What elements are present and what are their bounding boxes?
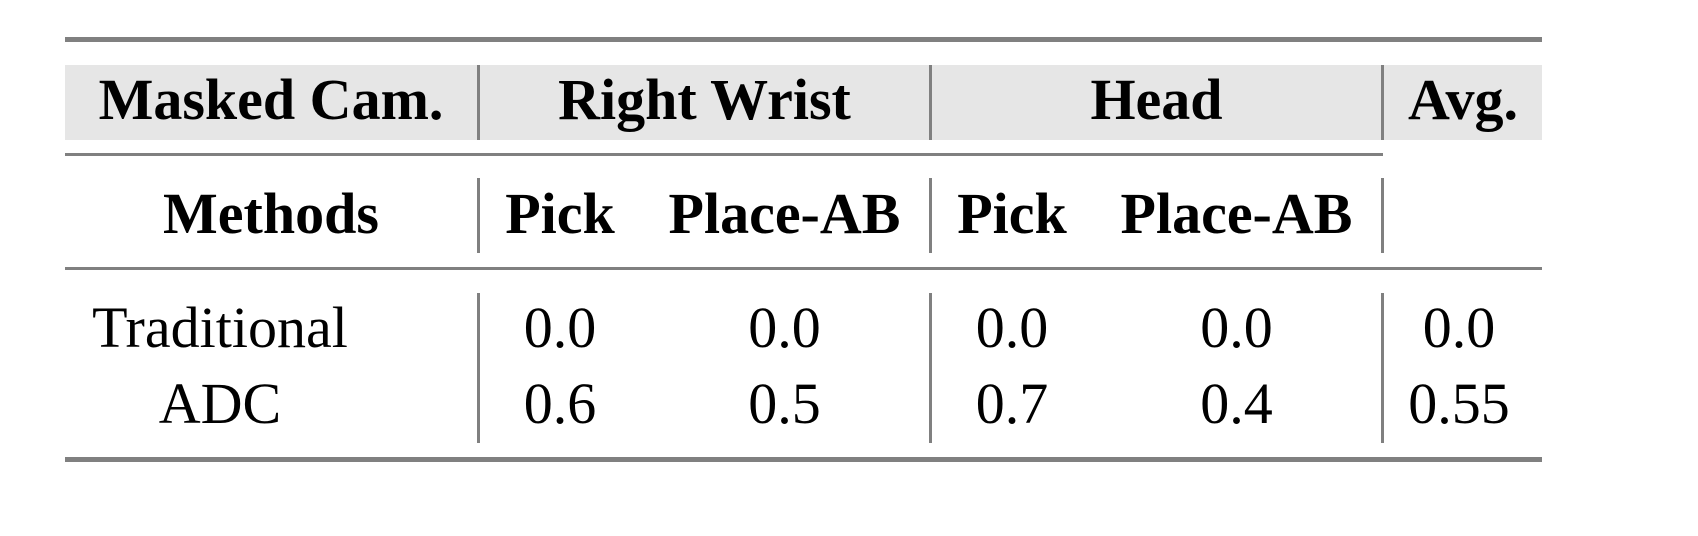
value-cell: 0.0: [1200, 295, 1273, 360]
method-name: ADC: [158, 371, 282, 436]
divider: [929, 293, 932, 443]
mid-header-rule: [65, 153, 1383, 156]
divider: [1381, 178, 1384, 253]
divider: [477, 178, 480, 253]
top-rule: [65, 37, 1542, 42]
divider: [929, 178, 932, 253]
head-header: Head: [1090, 67, 1223, 132]
value-cell: 0.55: [1408, 371, 1510, 436]
divider: [477, 293, 480, 443]
header-band: [65, 65, 1542, 140]
value-cell: 0.4: [1200, 371, 1273, 436]
divider: [929, 65, 932, 140]
avg-header: Avg.: [1407, 67, 1519, 132]
value-cell: 0.0: [748, 295, 821, 360]
value-cell: 0.0: [523, 295, 597, 360]
methods-header: Methods: [163, 181, 379, 246]
value-cell: 0.7: [975, 371, 1049, 436]
bottom-rule: [65, 457, 1542, 462]
pick-header: Pick: [505, 181, 615, 246]
method-name: Traditional: [92, 295, 348, 360]
place-ab-header: Place-AB: [1120, 181, 1353, 246]
value-cell: 0.0: [975, 295, 1049, 360]
place-ab-header: Place-AB: [668, 181, 901, 246]
right-wrist-header: Right Wrist: [558, 67, 851, 132]
value-cell: 0.0: [1422, 295, 1496, 360]
value-cell: 0.6: [523, 371, 597, 436]
pick-header: Pick: [957, 181, 1067, 246]
value-cell: 0.5: [748, 371, 821, 436]
divider: [1381, 293, 1384, 443]
masked-cam-header: Masked Cam.: [98, 67, 444, 132]
header-rule: [65, 267, 1542, 270]
divider: [1381, 65, 1384, 140]
divider: [477, 65, 480, 140]
